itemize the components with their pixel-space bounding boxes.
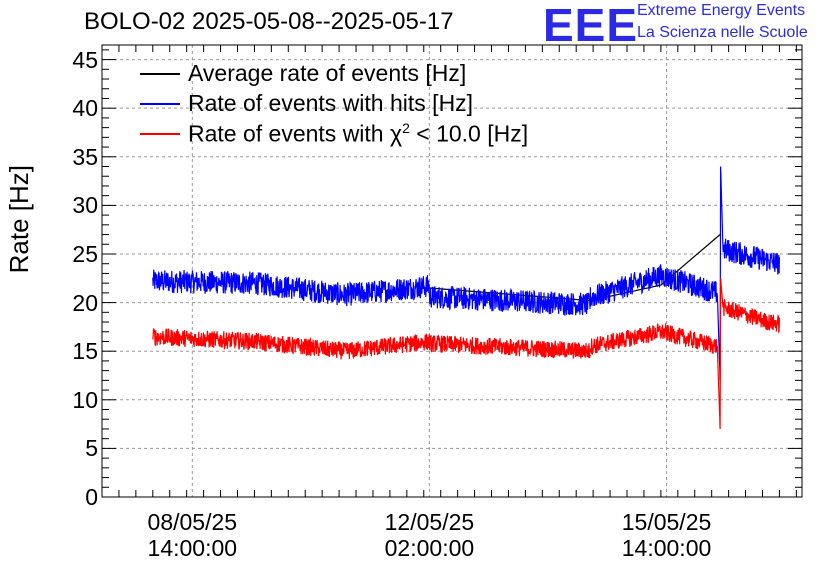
y-tick-label: 15: [72, 338, 98, 365]
y-tick-label: 35: [72, 143, 98, 170]
series-line-2: [428, 334, 591, 359]
legend-swatch-chi2: [140, 133, 180, 135]
y-tick-label: 0: [85, 484, 98, 510]
legend-chi2-sup: 2: [402, 120, 410, 136]
eee-logo: EEE: [543, 0, 639, 51]
legend-swatch-hits: [140, 103, 180, 105]
chart-title: BOLO-02 2025-05-08--2025-05-17: [84, 8, 454, 35]
x-tick-label-date: 12/05/25: [384, 509, 475, 535]
series-line-1: [152, 269, 430, 307]
x-tick-label-time: 14:00:00: [147, 535, 238, 561]
series-line-1: [589, 166, 780, 381]
legend-label-chi2: Rate of events with χ2 < 10.0 [Hz]: [188, 120, 528, 148]
legend-swatch-average: [140, 73, 180, 75]
x-tick-label-time: 02:00:00: [384, 535, 475, 561]
x-tick-label-date: 15/05/25: [621, 509, 712, 535]
y-tick-label: 30: [72, 192, 98, 219]
y-tick-label: 25: [72, 240, 98, 267]
series-line-1: [428, 285, 591, 317]
logo-line1: Extreme Energy Events: [637, 2, 806, 19]
legend-chi2-prefix: Rate of events with χ: [188, 120, 403, 147]
series-line-2: [152, 328, 430, 360]
y-tick-label: 10: [72, 386, 98, 413]
legend-chi2-suffix: < 10.0 [Hz]: [409, 120, 529, 147]
y-tick-label: 45: [72, 46, 98, 73]
x-tick-label-time: 14:00:00: [621, 535, 712, 561]
y-axis-label-wrap: Rate [Hz]: [4, 165, 44, 285]
x-tick-label-date: 08/05/25: [147, 509, 238, 535]
plot-frame: [101, 44, 803, 498]
series-line-0: [429, 234, 721, 302]
series-line-2: [589, 278, 780, 430]
y-tick-label: 40: [72, 95, 98, 122]
logo-line2: La Scienza nelle Scuole: [637, 24, 808, 41]
y-axis-label: Rate [Hz]: [4, 165, 34, 274]
legend-label-average: Average rate of events [Hz]: [188, 60, 467, 86]
legend-label-hits: Rate of events with hits [Hz]: [188, 90, 474, 116]
y-tick-label: 5: [85, 435, 98, 462]
y-tick-label: 20: [72, 289, 98, 316]
